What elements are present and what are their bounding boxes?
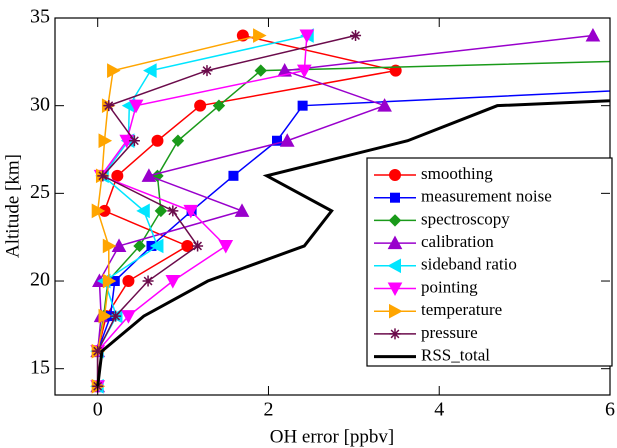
data-point bbox=[299, 29, 315, 44]
y-tick-label: 25 bbox=[30, 181, 50, 203]
data-point bbox=[98, 308, 113, 324]
data-point bbox=[98, 133, 113, 149]
data-point bbox=[92, 345, 104, 357]
data-point bbox=[296, 64, 312, 79]
plot-area bbox=[90, 27, 610, 394]
legend-label: RSS_total bbox=[421, 346, 490, 365]
data-point bbox=[110, 310, 122, 322]
legend-label: calibration bbox=[421, 232, 494, 251]
data-point bbox=[111, 169, 124, 182]
series-line bbox=[96, 35, 308, 387]
data-point bbox=[133, 239, 146, 253]
data-point bbox=[279, 133, 295, 147]
data-point bbox=[218, 239, 234, 254]
legend-label: smoothing bbox=[421, 164, 493, 183]
legend-box bbox=[366, 157, 613, 367]
data-point bbox=[97, 170, 109, 182]
data-point bbox=[136, 203, 150, 219]
data-point bbox=[254, 64, 267, 77]
legend-marker bbox=[387, 235, 403, 250]
data-point bbox=[107, 63, 121, 78]
x-tick-label: 4 bbox=[434, 399, 444, 421]
legend-marker bbox=[389, 303, 403, 319]
data-point bbox=[91, 203, 106, 219]
series-line bbox=[96, 99, 610, 387]
data-point bbox=[121, 310, 136, 324]
legend-marker bbox=[387, 282, 403, 297]
y-tick-label: 35 bbox=[30, 6, 50, 28]
data-point bbox=[212, 99, 226, 112]
data-point bbox=[102, 238, 117, 254]
legend-label: measurement noise bbox=[421, 187, 552, 206]
legend-label: pressure bbox=[421, 323, 478, 342]
data-point bbox=[143, 63, 157, 78]
y-axis-label: Altitude [km] bbox=[2, 154, 23, 258]
data-point bbox=[149, 238, 164, 254]
data-point bbox=[128, 135, 140, 147]
data-point bbox=[142, 275, 154, 287]
data-point bbox=[154, 204, 168, 218]
data-point bbox=[171, 134, 185, 147]
series-line bbox=[96, 90, 610, 387]
x-tick-label: 0 bbox=[93, 399, 103, 421]
data-point bbox=[192, 240, 204, 252]
data-point bbox=[277, 63, 293, 77]
legend-marker bbox=[389, 328, 401, 340]
data-point bbox=[102, 273, 117, 289]
data-point bbox=[201, 65, 213, 77]
legend-label: temperature bbox=[421, 300, 502, 319]
series-line bbox=[96, 34, 308, 387]
data-point bbox=[141, 168, 157, 182]
legend-marker bbox=[387, 258, 401, 274]
x-tick-label: 6 bbox=[605, 399, 615, 421]
data-point bbox=[253, 28, 267, 43]
legend: smoothing measurement noise spectroscopy ca… bbox=[366, 157, 613, 367]
data-point bbox=[194, 99, 207, 112]
data-point bbox=[151, 134, 164, 147]
data-point bbox=[122, 275, 135, 288]
legend-label: pointing bbox=[421, 277, 478, 296]
data-point bbox=[165, 275, 181, 289]
data-point bbox=[103, 100, 115, 112]
data-point bbox=[111, 238, 127, 252]
data-point bbox=[183, 204, 199, 219]
data-point bbox=[272, 135, 282, 146]
x-tick-label: 2 bbox=[263, 399, 273, 421]
legend-label: sideband ratio bbox=[421, 255, 517, 274]
data-point bbox=[377, 98, 392, 112]
data-point bbox=[585, 27, 601, 42]
data-point bbox=[167, 205, 179, 217]
legend-marker bbox=[390, 192, 400, 203]
legend-label: spectroscopy bbox=[421, 209, 510, 228]
x-axis-label: OH error [ppbv] bbox=[270, 426, 395, 447]
y-tick-label: 30 bbox=[30, 93, 50, 115]
legend-marker bbox=[388, 214, 402, 227]
data-point bbox=[128, 99, 144, 114]
legend-marker bbox=[389, 169, 401, 181]
data-point bbox=[350, 30, 362, 42]
data-point bbox=[234, 203, 250, 217]
data-point bbox=[228, 170, 239, 181]
data-point bbox=[297, 100, 308, 111]
y-tick-label: 15 bbox=[30, 356, 50, 378]
y-tick-label: 20 bbox=[30, 269, 50, 291]
